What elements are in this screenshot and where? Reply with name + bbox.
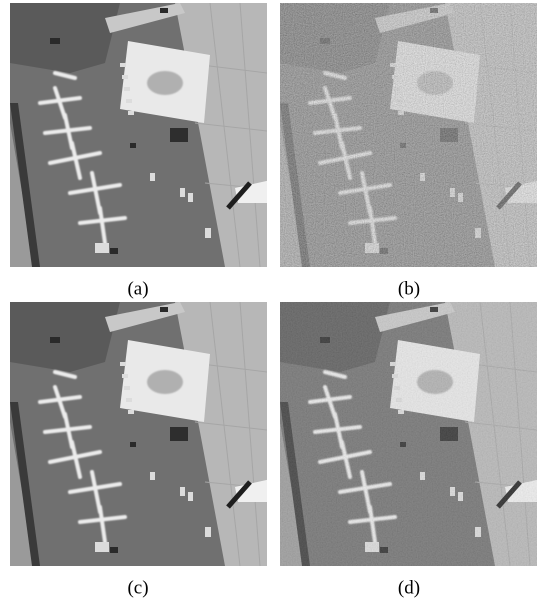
- image: [10, 3, 280, 267]
- caption: (a): [127, 278, 148, 299]
- panel-a: [10, 3, 280, 267]
- page: {"panels": [{"caption": "(a)"}, {"captio…: [0, 0, 547, 605]
- caption: (d): [398, 577, 420, 598]
- panel-d: [280, 302, 547, 566]
- caption: (b): [398, 278, 420, 299]
- image: [10, 302, 280, 566]
- noise-overlay: [280, 3, 537, 267]
- panel-b: [280, 3, 547, 267]
- noise-overlay: [280, 302, 537, 566]
- caption: (c): [127, 577, 148, 598]
- panel-c: [10, 302, 280, 566]
- figure: (a) (b) (c) (d): [0, 0, 547, 605]
